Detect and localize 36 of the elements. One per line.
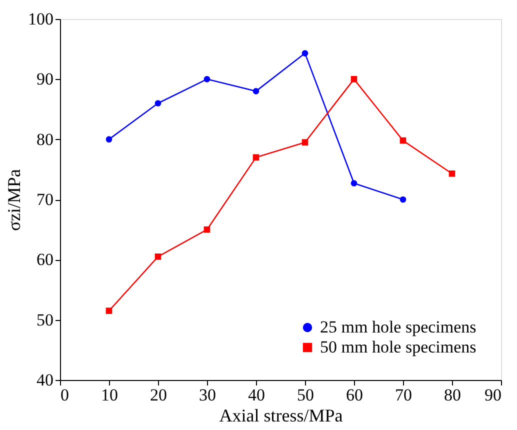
point xyxy=(154,253,162,260)
point xyxy=(302,139,308,146)
legend-label: 50 mm hole specimens xyxy=(320,338,476,356)
y-tick-label: 50 xyxy=(36,310,54,330)
point xyxy=(154,100,162,106)
y-tick-label: 60 xyxy=(36,250,54,270)
y-tick-label: 80 xyxy=(36,130,54,149)
point xyxy=(400,196,406,203)
point xyxy=(350,180,358,186)
y-tick-label: 90 xyxy=(36,70,54,89)
point xyxy=(252,154,260,161)
x-tick-label: 50 xyxy=(297,386,314,404)
point xyxy=(106,308,112,314)
point xyxy=(350,76,358,82)
x-tick-label: 10 xyxy=(101,386,118,404)
x-axis-title: Axial stress/MPa xyxy=(219,406,343,426)
y-tick-label: 40 xyxy=(36,370,54,390)
y-axis-title: σzi/MPa xyxy=(4,169,24,231)
point xyxy=(400,137,406,144)
y-tick-label: 100 xyxy=(28,10,54,28)
legend-label: 25 mm hole specimens xyxy=(320,318,476,336)
point xyxy=(204,226,210,233)
x-tick-label: 80 xyxy=(444,386,461,404)
x-tick-label: 20 xyxy=(150,386,167,404)
point xyxy=(448,170,456,177)
x-tick-label: 40 xyxy=(248,386,265,404)
x-tick-label: 70 xyxy=(395,386,412,404)
point xyxy=(204,76,210,82)
x-tick-label: 30 xyxy=(199,386,216,404)
x-tick-label: 0 xyxy=(60,386,69,404)
point xyxy=(252,88,260,94)
x-tick-label: 90 xyxy=(484,386,502,404)
point xyxy=(106,136,112,142)
point xyxy=(302,50,308,56)
y-tick-label: 70 xyxy=(36,190,54,209)
x-tick-label: 60 xyxy=(346,386,363,404)
